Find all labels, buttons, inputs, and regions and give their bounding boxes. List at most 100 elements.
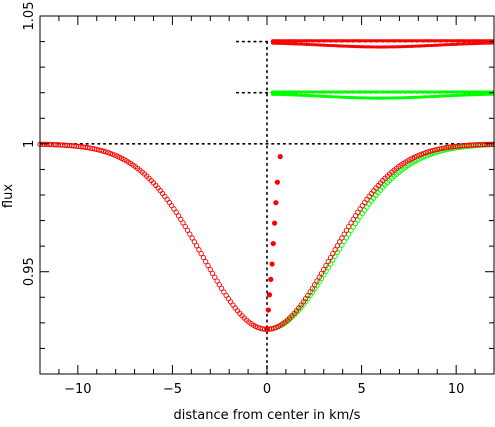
series-2 <box>264 141 495 332</box>
band-marker-top <box>439 39 443 43</box>
band-marker-top <box>345 39 350 43</box>
band-marker-bottom <box>364 96 368 100</box>
band-marker-top <box>452 39 456 43</box>
data-point <box>321 266 327 273</box>
data-point <box>274 179 281 185</box>
band-marker-top <box>473 39 477 43</box>
band-marker-bottom <box>309 94 313 98</box>
band-marker-bottom <box>314 94 318 98</box>
band-marker-bottom <box>454 93 459 97</box>
band-marker-bottom <box>427 95 431 99</box>
band-marker-top <box>275 90 279 94</box>
data-point <box>270 240 276 247</box>
band-marker-bottom <box>402 44 406 49</box>
band-marker-top <box>468 90 472 94</box>
band-marker-top <box>400 90 404 94</box>
band-marker-bottom <box>286 93 291 97</box>
band-marker-bottom <box>275 41 279 45</box>
band-marker-bottom <box>486 92 490 96</box>
band-marker-top <box>429 90 434 94</box>
data-point <box>178 216 184 222</box>
band-marker-top <box>414 39 418 43</box>
band-marker-bottom <box>345 44 350 48</box>
band-marker-top <box>373 39 377 43</box>
data-point <box>325 258 331 265</box>
band-marker-bottom <box>475 92 479 97</box>
band-marker-bottom <box>398 96 402 100</box>
band-marker-bottom <box>339 95 343 99</box>
band-marker-top <box>355 90 359 94</box>
band-marker-bottom <box>368 96 372 100</box>
band-marker-top <box>441 90 445 94</box>
data-point <box>366 201 372 207</box>
band-marker-bottom <box>434 43 438 47</box>
data-point <box>198 251 204 257</box>
band-marker-bottom <box>280 41 284 45</box>
band-marker-bottom <box>275 92 279 96</box>
band-marker-top <box>289 90 293 94</box>
band-marker-top <box>332 39 336 43</box>
band-marker-top <box>470 90 475 94</box>
band-marker-bottom <box>366 96 370 100</box>
band-marker-bottom <box>291 93 295 97</box>
band-marker-bottom <box>382 45 386 49</box>
band-marker-bottom <box>277 41 282 45</box>
data-point <box>314 278 320 284</box>
band-marker-bottom <box>345 95 350 100</box>
band-marker-bottom <box>273 41 277 45</box>
series-3 <box>264 154 283 332</box>
band-marker-bottom <box>282 41 286 46</box>
band-marker-top <box>425 39 429 43</box>
band-marker-top <box>311 90 316 94</box>
band-marker-top <box>373 90 377 94</box>
band-marker-top <box>416 90 420 94</box>
band-marker-top <box>323 90 327 94</box>
band-marker-top <box>484 90 488 94</box>
band-marker-top <box>432 90 436 94</box>
band-marker-top <box>370 90 375 94</box>
band-marker-bottom <box>302 93 307 97</box>
band-marker-top <box>302 90 307 94</box>
band-marker-bottom <box>475 41 479 46</box>
band-marker-top <box>482 90 486 94</box>
y-tick-label: 1.05 <box>22 2 37 31</box>
plot-data-layer <box>37 39 495 375</box>
band-marker-bottom <box>352 44 356 49</box>
band-marker-top <box>479 90 484 94</box>
band-marker-bottom <box>296 93 300 97</box>
band-marker-bottom <box>355 96 359 100</box>
band-marker-bottom <box>470 42 475 46</box>
band-marker-top <box>450 90 454 94</box>
band-marker-bottom <box>441 94 445 98</box>
band-marker-bottom <box>291 42 295 46</box>
band-marker-top <box>402 39 406 43</box>
band-marker-top <box>316 39 320 43</box>
band-marker-top <box>275 39 279 43</box>
band-marker-top <box>407 39 411 43</box>
band-marker-top <box>368 39 372 43</box>
data-point <box>266 292 273 298</box>
band-marker-bottom <box>405 96 409 100</box>
band-marker-bottom <box>452 93 456 98</box>
band-marker-top <box>466 90 470 94</box>
band-marker-top <box>377 90 381 94</box>
band-marker-bottom <box>477 41 481 45</box>
band-marker-bottom <box>386 45 391 49</box>
band-marker-top <box>405 90 409 94</box>
band-marker-bottom <box>361 96 366 100</box>
band-marker-bottom <box>441 43 445 47</box>
data-point <box>330 251 336 257</box>
band-marker-bottom <box>348 44 352 48</box>
data-point <box>184 227 191 233</box>
data-point <box>207 266 213 273</box>
band-marker-top <box>427 39 431 43</box>
band-marker-bottom <box>486 41 490 45</box>
band-marker-bottom <box>432 43 436 47</box>
data-point <box>364 196 370 203</box>
band-marker-bottom <box>488 41 493 45</box>
band-marker-bottom <box>325 94 329 99</box>
band-marker-top <box>271 39 275 43</box>
band-marker-top <box>389 90 393 94</box>
band-marker-top <box>409 90 413 94</box>
